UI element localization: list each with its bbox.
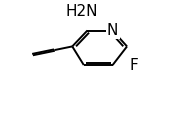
Text: N: N xyxy=(107,23,118,38)
Text: H2N: H2N xyxy=(65,4,98,19)
Text: F: F xyxy=(130,58,139,73)
